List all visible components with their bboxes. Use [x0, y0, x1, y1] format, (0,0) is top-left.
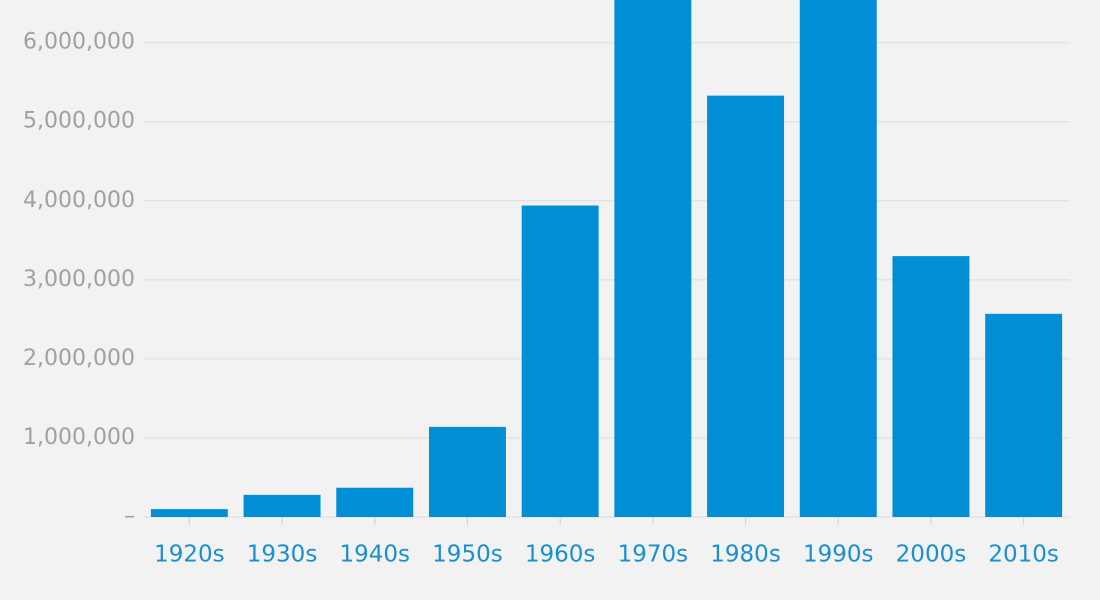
x-tick-label: 1970s: [618, 542, 689, 568]
y-tick-label: 3,000,000: [23, 267, 135, 292]
y-tick-label: 2,000,000: [23, 346, 135, 371]
x-tick-label: 1960s: [525, 542, 596, 568]
y-tick-label: 4,000,000: [23, 188, 135, 213]
bar: [521, 205, 599, 518]
x-tick-label: 1950s: [432, 542, 503, 568]
x-tick-label: 1990s: [803, 542, 874, 568]
x-tick-label: 1980s: [710, 542, 781, 568]
y-tick-label: 6,000,000: [23, 30, 135, 55]
bar: [150, 509, 228, 517]
bar: [243, 494, 321, 517]
x-tick-label: 1920s: [154, 542, 225, 568]
y-tick-label: 5,000,000: [23, 109, 135, 134]
bar: [614, 0, 692, 517]
y-tick-label: 1,000,000: [23, 425, 135, 450]
bar: [428, 426, 506, 517]
bar: [707, 95, 785, 518]
bar: [892, 256, 970, 517]
x-tick-label: 2000s: [896, 542, 967, 568]
x-tick-label: 1940s: [339, 542, 410, 568]
x-tick-label: 2010s: [988, 542, 1059, 568]
y-tick-label: –: [124, 504, 135, 529]
bar: [985, 313, 1063, 517]
x-tick-label: 1930s: [247, 542, 318, 568]
bar: [799, 0, 877, 517]
bar: [336, 487, 414, 517]
